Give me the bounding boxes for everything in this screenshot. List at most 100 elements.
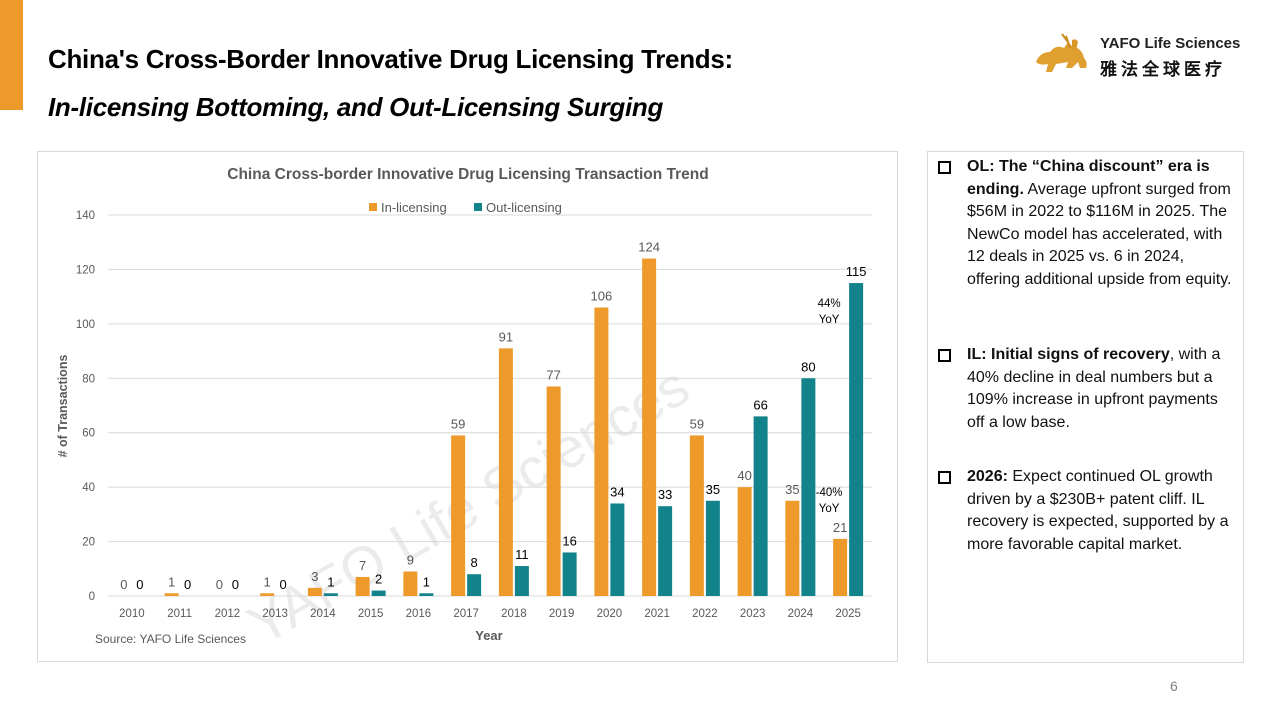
page-title: China's Cross-Border Innovative Drug Lic… xyxy=(48,44,733,74)
legend-label-out-licensing: Out-licensing xyxy=(486,200,562,215)
bar-in-licensing xyxy=(451,435,466,596)
x-tick-label: 2016 xyxy=(406,608,432,620)
legend-label-in-licensing: In-licensing xyxy=(381,200,447,215)
key-takeaways-panel: OL: The “China discount” era is ending. … xyxy=(927,151,1244,663)
bar-out-licensing xyxy=(419,593,434,596)
chart-container: YAFO Life Sciences China Cross-border In… xyxy=(37,151,898,662)
bar-out-licensing xyxy=(658,506,673,596)
data-label-out-licensing: 11 xyxy=(515,547,529,562)
yoy-annotation-value: 44% xyxy=(818,298,841,310)
data-label-out-licensing: 16 xyxy=(562,533,576,548)
bar-in-licensing xyxy=(546,386,561,596)
bar-in-licensing xyxy=(260,593,275,596)
checkbox-bullet-icon xyxy=(938,471,951,484)
data-label-out-licensing: 2 xyxy=(375,572,382,587)
legend: In-licensing Out-licensing xyxy=(369,200,562,215)
legend-swatch-out-licensing xyxy=(474,203,482,211)
bar-chart: YAFO Life Sciences China Cross-border In… xyxy=(56,166,872,657)
data-label-out-licensing: 35 xyxy=(706,482,720,497)
bar-out-licensing xyxy=(801,378,816,596)
y-tick-label: 140 xyxy=(76,210,95,222)
bar-in-licensing xyxy=(498,348,513,596)
data-label-out-licensing: 66 xyxy=(753,397,767,412)
takeaway-2026-text: Expect continued OL growth driven by a $… xyxy=(967,468,1229,553)
data-label-in-licensing: 59 xyxy=(690,416,704,431)
y-tick-label: 100 xyxy=(76,319,95,331)
bar-in-licensing xyxy=(833,538,848,596)
logo-text-en: YAFO Life Sciences xyxy=(1100,35,1241,52)
bar-out-licensing xyxy=(849,283,864,596)
data-label-out-licensing: 34 xyxy=(610,484,624,499)
logo-text-cn: 雅法全球医疗 xyxy=(1100,60,1226,79)
data-labels: 0 0 1 0 0 0 1 03 1729159891117716106341243359354… xyxy=(120,240,866,592)
x-axis-label: Year xyxy=(475,628,502,643)
bars xyxy=(164,258,864,596)
checkbox-bullet-icon xyxy=(938,349,951,362)
takeaway-il-text: , with a 40% decline in deal numbers but… xyxy=(967,346,1221,431)
takeaway-il: IL: Initial signs of recovery, with a 40… xyxy=(938,344,1235,434)
data-label-out-licensing: 33 xyxy=(658,487,672,502)
data-label-out-licensing: 0 xyxy=(184,577,191,592)
x-tick-label: 2015 xyxy=(358,608,384,620)
bar-in-licensing xyxy=(355,576,370,596)
data-label-in-licensing: 124 xyxy=(638,240,660,255)
bar-in-licensing xyxy=(164,593,179,596)
checkbox-bullet-icon xyxy=(938,161,951,174)
data-label-in-licensing: 106 xyxy=(591,289,613,304)
data-label-out-licensing: 1 xyxy=(423,574,430,589)
bar-out-licensing xyxy=(753,416,768,596)
accent-bar xyxy=(0,0,23,110)
data-label-in-licensing: 0 xyxy=(216,577,223,592)
x-tick-label: 2023 xyxy=(740,608,766,620)
x-tick-label: 2014 xyxy=(310,608,336,620)
bar-in-licensing xyxy=(307,587,322,596)
data-label-in-licensing: 77 xyxy=(546,367,560,382)
y-axis-ticks: 0 20 40 60 80 100 120 140 xyxy=(76,210,95,603)
data-label-in-licensing: 7 xyxy=(359,558,366,573)
takeaway-2026: 2026: Expect continued OL growth driven … xyxy=(938,466,1235,556)
x-tick-label: 2021 xyxy=(644,608,670,620)
legend-swatch-in-licensing xyxy=(369,203,377,211)
data-label-out-licensing: 1 xyxy=(327,574,334,589)
x-tick-label: 2011 xyxy=(167,608,192,620)
data-label-out-licensing: 0 xyxy=(136,577,143,592)
x-tick-label: 2013 xyxy=(262,608,288,620)
x-tick-label: 2024 xyxy=(788,608,814,620)
y-tick-label: 120 xyxy=(76,264,95,276)
y-tick-label: 40 xyxy=(82,482,95,494)
data-label-in-licensing: 9 xyxy=(407,553,414,568)
x-tick-label: 2019 xyxy=(549,608,575,620)
bar-in-licensing xyxy=(737,487,752,596)
data-label-in-licensing: 35 xyxy=(785,482,799,497)
bar-out-licensing xyxy=(610,503,625,596)
data-label-in-licensing: 21 xyxy=(833,520,847,535)
x-tick-label: 2010 xyxy=(119,608,145,620)
bar-in-licensing xyxy=(785,500,800,596)
page-number: 6 xyxy=(1170,678,1178,694)
takeaway-2026-heading: 2026: xyxy=(967,468,1008,485)
annotations: 44% YoY -40% YoY xyxy=(816,298,843,515)
takeaway-il-heading: IL: Initial signs of recovery xyxy=(967,346,1170,363)
x-tick-label: 2020 xyxy=(597,608,623,620)
bar-in-licensing xyxy=(689,435,704,596)
y-tick-label: 0 xyxy=(89,591,95,603)
yoy-annotation-label: YoY xyxy=(819,503,840,515)
data-label-in-licensing: 3 xyxy=(311,569,318,584)
x-tick-label: 2012 xyxy=(215,608,241,620)
data-label-in-licensing: 1 xyxy=(264,574,271,589)
bar-out-licensing xyxy=(323,593,338,596)
bar-out-licensing xyxy=(514,566,529,596)
bar-out-licensing xyxy=(467,574,482,596)
bar-out-licensing xyxy=(562,552,577,596)
data-label-in-licensing: 91 xyxy=(499,329,513,344)
data-label-in-licensing: 40 xyxy=(737,468,751,483)
data-label-in-licensing: 0 xyxy=(120,577,127,592)
bar-out-licensing xyxy=(371,590,386,596)
data-label-in-licensing: 59 xyxy=(451,416,465,431)
bar-out-licensing xyxy=(705,500,720,596)
takeaway-ol-text: Average upfront surged from $56M in 2022… xyxy=(967,180,1232,288)
data-label-in-licensing: 1 xyxy=(168,574,175,589)
x-tick-label: 2025 xyxy=(835,608,861,620)
bar-in-licensing xyxy=(403,571,418,596)
data-label-out-licensing: 80 xyxy=(801,359,815,374)
